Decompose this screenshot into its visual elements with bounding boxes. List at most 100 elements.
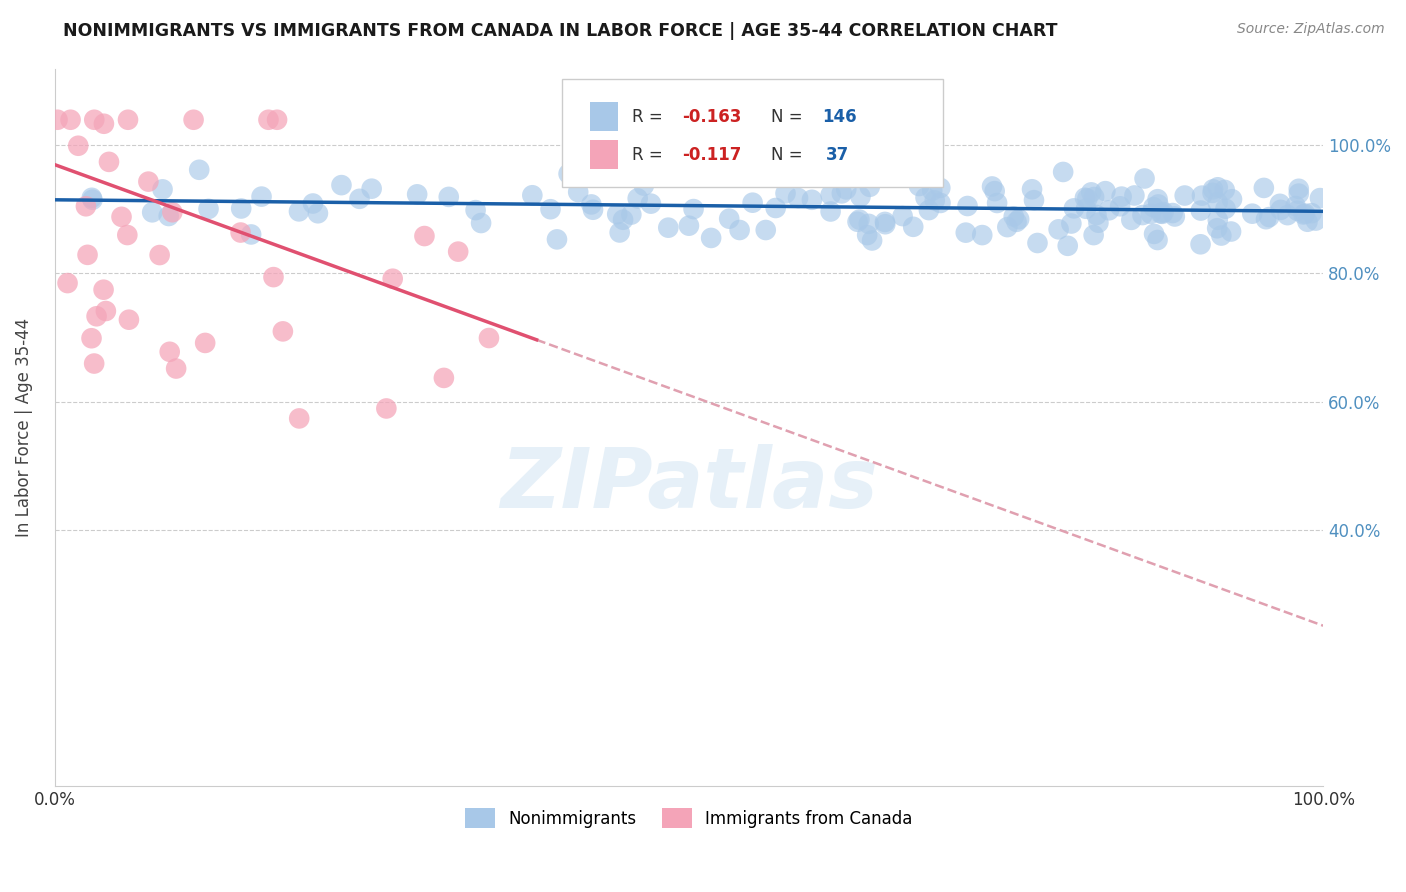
Point: [1060, 217, 1083, 231]
Text: N =: N =: [772, 108, 808, 126]
Point: [1211, 228, 1233, 243]
Point: [609, 226, 631, 240]
Point: [1022, 193, 1045, 207]
Point: [929, 181, 952, 195]
Text: -0.163: -0.163: [682, 108, 742, 126]
Point: [93, 283, 115, 297]
Point: [82, 193, 104, 207]
Point: [1258, 210, 1281, 224]
Point: [266, 112, 288, 127]
Point: [929, 196, 952, 211]
Point: [918, 203, 941, 218]
Point: [741, 195, 763, 210]
Point: [1152, 207, 1174, 221]
Point: [914, 191, 936, 205]
Point: [1189, 237, 1212, 252]
Point: [903, 219, 925, 234]
Point: [1080, 186, 1102, 200]
Point: [849, 189, 872, 203]
Point: [165, 361, 187, 376]
Point: [1026, 235, 1049, 250]
Point: [1052, 165, 1074, 179]
Point: [1098, 203, 1121, 218]
Point: [1206, 195, 1229, 210]
Point: [546, 232, 568, 246]
Point: [1094, 184, 1116, 198]
Point: [138, 175, 160, 189]
Point: [1123, 188, 1146, 202]
Point: [288, 411, 311, 425]
Point: [250, 189, 273, 203]
Point: [1002, 210, 1025, 224]
Point: [955, 226, 977, 240]
Point: [1146, 233, 1168, 247]
Point: [80, 191, 103, 205]
Point: [1074, 191, 1097, 205]
Point: [983, 184, 1005, 198]
Point: [856, 228, 879, 243]
Point: [557, 167, 579, 181]
Point: [117, 227, 139, 242]
Point: [640, 196, 662, 211]
Point: [1296, 215, 1319, 229]
Point: [787, 191, 810, 205]
Point: [1063, 202, 1085, 216]
Point: [859, 179, 882, 194]
Point: [700, 231, 723, 245]
Point: [1085, 208, 1108, 222]
Point: [1254, 212, 1277, 227]
Point: [848, 212, 870, 227]
Point: [231, 202, 253, 216]
Point: [612, 212, 634, 227]
Point: [582, 202, 605, 217]
Point: [1268, 197, 1291, 211]
Point: [718, 211, 741, 226]
Point: [117, 112, 139, 127]
Point: [110, 210, 132, 224]
Point: [478, 331, 501, 345]
Point: [1270, 202, 1292, 217]
Point: [1284, 199, 1306, 213]
Text: R =: R =: [631, 145, 668, 163]
Point: [1201, 186, 1223, 200]
Point: [93, 117, 115, 131]
Point: [1139, 207, 1161, 221]
Point: [567, 185, 589, 199]
Point: [197, 202, 219, 216]
Point: [1174, 188, 1197, 202]
Point: [152, 182, 174, 196]
Point: [1253, 181, 1275, 195]
Point: [56, 276, 79, 290]
Point: [157, 209, 180, 223]
Point: [162, 205, 184, 219]
FancyBboxPatch shape: [591, 103, 617, 131]
Point: [522, 188, 544, 202]
FancyBboxPatch shape: [562, 79, 942, 186]
Point: [846, 167, 869, 181]
Point: [682, 202, 704, 216]
Point: [1305, 213, 1327, 227]
Point: [1087, 216, 1109, 230]
Point: [470, 216, 492, 230]
Point: [1132, 208, 1154, 222]
Point: [1213, 183, 1236, 197]
Point: [1047, 222, 1070, 236]
Text: Source: ZipAtlas.com: Source: ZipAtlas.com: [1237, 22, 1385, 37]
Text: N =: N =: [772, 145, 808, 163]
Point: [59, 112, 82, 127]
Point: [360, 182, 382, 196]
Point: [118, 312, 141, 326]
Point: [1074, 202, 1097, 216]
Point: [1146, 192, 1168, 206]
Point: [288, 204, 311, 219]
Text: R =: R =: [631, 108, 668, 126]
Point: [141, 205, 163, 219]
FancyBboxPatch shape: [591, 140, 617, 169]
Point: [1121, 212, 1143, 227]
Point: [1005, 215, 1028, 229]
Point: [83, 357, 105, 371]
Point: [835, 182, 858, 196]
Point: [1277, 208, 1299, 222]
Point: [1147, 197, 1170, 211]
Point: [633, 178, 655, 193]
